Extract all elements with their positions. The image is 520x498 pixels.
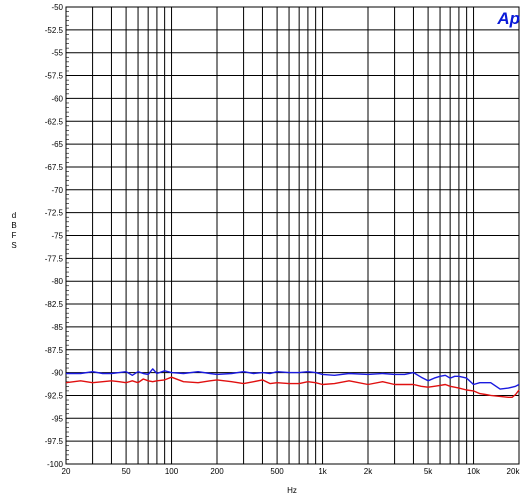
x-tick-label: 50 bbox=[122, 467, 131, 476]
y-tick-label: -67.5 bbox=[45, 163, 64, 172]
ap-logo: Ap bbox=[496, 9, 520, 28]
y-tick-label: -95 bbox=[51, 414, 63, 423]
x-axis-label: Hz bbox=[287, 486, 297, 495]
y-tick-label: -72.5 bbox=[45, 209, 64, 218]
x-tick-label: 5k bbox=[424, 467, 433, 476]
x-tick-label: 500 bbox=[270, 467, 284, 476]
x-tick-label: 1k bbox=[318, 467, 327, 476]
series-group bbox=[65, 368, 520, 398]
x-tick-label: 200 bbox=[210, 467, 224, 476]
x-tick-labels: 20 50 100 200 500 1k 2k 5k 10k 20k bbox=[62, 467, 520, 476]
x-tick-label: 20k bbox=[507, 467, 520, 476]
series-line-1 bbox=[66, 368, 520, 390]
y-tick-label: -75 bbox=[51, 232, 63, 241]
y-tick-label: -70 bbox=[51, 186, 63, 195]
y-tick-label: -57.5 bbox=[45, 72, 64, 81]
y-tick-label: -77.5 bbox=[45, 254, 64, 263]
y-tick-label: -80 bbox=[51, 277, 63, 286]
y-tick-label: -82.5 bbox=[45, 300, 64, 309]
y-tick-label: -100 bbox=[47, 460, 64, 469]
y-tick-labels: -50 -52.5 -55 -57.5 -60 -62.5 -65 -67.5 -70 -72.5… bbox=[45, 3, 64, 469]
y-tick-label: -85 bbox=[51, 323, 63, 332]
y-tick-label: -50 bbox=[51, 3, 63, 12]
x-tick-label: 2k bbox=[364, 467, 373, 476]
y-tick-label: -97.5 bbox=[45, 437, 64, 446]
x-tick-label: 100 bbox=[165, 467, 179, 476]
y-tick-label: -87.5 bbox=[45, 346, 64, 355]
y-tick-label: -92.5 bbox=[45, 391, 64, 400]
x-tick-label: 20 bbox=[62, 467, 71, 476]
y-tick-label: -55 bbox=[51, 49, 63, 58]
grid bbox=[65, 6, 520, 465]
y-tick-label: -90 bbox=[51, 369, 63, 378]
series-line-2 bbox=[65, 376, 520, 398]
x-tick-label: 10k bbox=[467, 467, 481, 476]
y-tick-label: -65 bbox=[51, 140, 63, 149]
y-tick-label: -52.5 bbox=[45, 26, 64, 35]
y-tick-label: -60 bbox=[51, 94, 63, 103]
y-tick-label: -62.5 bbox=[45, 117, 64, 126]
